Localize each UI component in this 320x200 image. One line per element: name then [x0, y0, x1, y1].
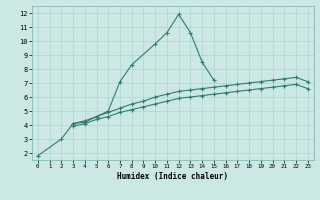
X-axis label: Humidex (Indice chaleur): Humidex (Indice chaleur): [117, 172, 228, 181]
